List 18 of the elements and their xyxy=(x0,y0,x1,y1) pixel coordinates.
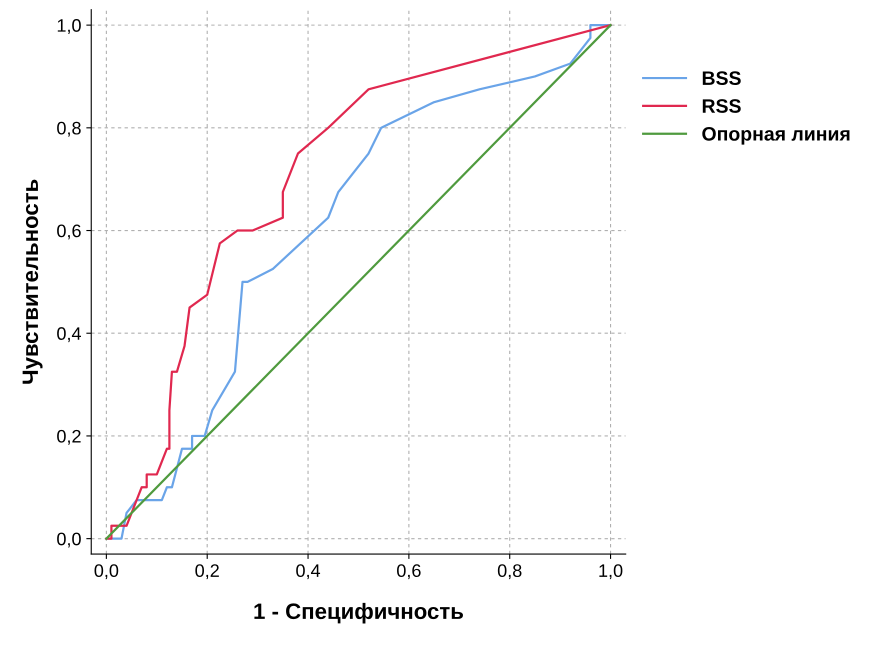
x-tick-label: 0,6 xyxy=(397,564,421,580)
legend-label: BSS xyxy=(702,71,741,86)
x-tick-label: 0,2 xyxy=(195,564,219,580)
x-axis-title: 1 - Специфичность xyxy=(254,602,463,624)
y-tick-label: 0,0 xyxy=(57,532,81,548)
y-tick-label: 1,0 xyxy=(58,19,81,34)
x-tick-label: 1,0 xyxy=(599,564,622,580)
y-tick-label: 0,6 xyxy=(57,224,81,240)
line-series xyxy=(105,24,612,540)
legend-label: Опорная линия xyxy=(702,126,850,145)
legend-label: RSS xyxy=(702,99,741,113)
x-tick-label: 0,4 xyxy=(296,564,320,580)
y-axis-title: Чувствительность xyxy=(22,180,43,384)
x-tick-label: 0,0 xyxy=(94,564,118,580)
y-tick-label: 0,4 xyxy=(57,327,81,342)
y-tick-label: 0,8 xyxy=(57,122,81,137)
y-tick-label: 0,2 xyxy=(57,430,81,445)
x-tick-label: 0,8 xyxy=(498,564,522,580)
